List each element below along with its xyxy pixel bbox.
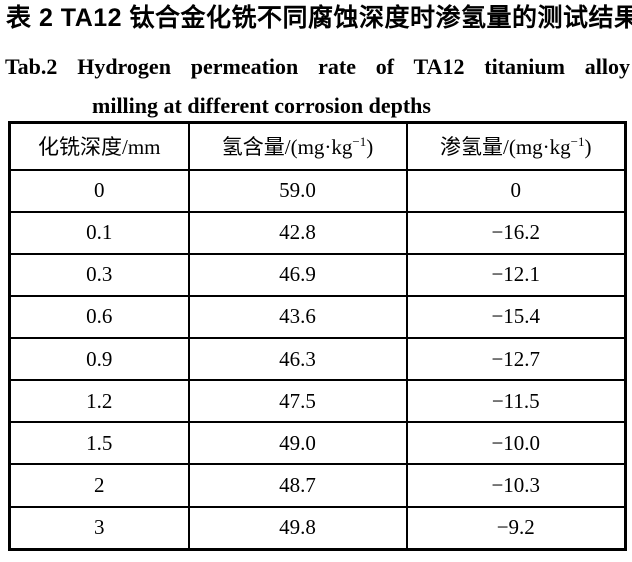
header-text: ): [584, 135, 592, 160]
header-superscript: −1: [570, 134, 585, 150]
table-row: 0 59.0 0: [8, 168, 627, 213]
depth-cell: 1.2: [8, 379, 190, 424]
depth-cell: 0.3: [8, 252, 190, 297]
header-text: ): [366, 135, 374, 160]
permeation-cell: −15.4: [405, 294, 627, 340]
permeation-cell: 0: [405, 168, 627, 213]
permeation-cell: −10.3: [405, 463, 627, 508]
header-text: 氢含量/(mg·kg: [221, 135, 353, 160]
table-row: 1.2 47.5 −11.5: [8, 379, 627, 424]
hydrogen-content-cell: 46.3: [187, 336, 408, 382]
table-row: 1.5 49.0 −10.0: [8, 421, 627, 466]
table-header-row: 化铣深度/mm 氢含量/(mg·kg−1) 渗氢量/(mg·kg−1): [8, 121, 627, 171]
table-row: 0.1 42.8 −16.2: [8, 210, 627, 255]
header-text: 化铣深度/mm: [37, 135, 161, 160]
permeation-cell: −12.1: [405, 252, 627, 297]
header-milling-depth: 化铣深度/mm: [8, 121, 190, 171]
header-text: 渗氢量/(mg·kg: [440, 135, 571, 160]
hydrogen-content-cell: 49.8: [187, 505, 408, 551]
header-hydrogen-permeation: 渗氢量/(mg·kg−1): [405, 121, 627, 171]
depth-cell: 0: [8, 168, 190, 213]
header-hydrogen-content: 氢含量/(mg·kg−1): [187, 121, 408, 171]
header-superscript: −1: [352, 134, 367, 150]
hydrogen-content-cell: 42.8: [187, 210, 408, 255]
depth-cell: 0.1: [8, 210, 190, 255]
hydrogen-content-cell: 46.9: [187, 252, 408, 297]
permeation-cell: −16.2: [405, 210, 627, 255]
table-row: 0.6 43.6 −15.4: [8, 294, 627, 340]
depth-cell: 3: [8, 505, 190, 551]
hydrogen-content-cell: 47.5: [187, 379, 408, 424]
table-row: 3 49.8 −9.2: [8, 505, 627, 551]
hydrogen-content-cell: 48.7: [187, 463, 408, 508]
hydrogen-content-cell: 59.0: [187, 168, 408, 213]
depth-cell: 0.6: [8, 294, 190, 340]
table-row: 0.9 46.3 −12.7: [8, 336, 627, 382]
table-caption-english-line1: Tab.2 Hydrogen permeation rate of TA12 t…: [5, 54, 630, 79]
depth-cell: 0.9: [8, 336, 190, 382]
permeation-cell: −12.7: [405, 336, 627, 382]
table-caption-english-line2: milling at different corrosion depths: [92, 93, 431, 118]
permeation-cell: −9.2: [405, 505, 627, 551]
table-caption-chinese: 表 2 TA12 钛合金化铣不同腐蚀深度时渗氢量的测试结果: [6, 4, 632, 32]
depth-cell: 2: [8, 463, 190, 508]
hydrogen-content-cell: 43.6: [187, 294, 408, 340]
permeation-cell: −11.5: [405, 379, 627, 424]
depth-cell: 1.5: [8, 421, 190, 466]
table-row: 2 48.7 −10.3: [8, 463, 627, 508]
hydrogen-content-cell: 49.0: [187, 421, 408, 466]
table-row: 0.3 46.9 −12.1: [8, 252, 627, 297]
permeation-cell: −10.0: [405, 421, 627, 466]
results-table: 化铣深度/mm 氢含量/(mg·kg−1) 渗氢量/(mg·kg−1) 0 59…: [8, 121, 627, 551]
